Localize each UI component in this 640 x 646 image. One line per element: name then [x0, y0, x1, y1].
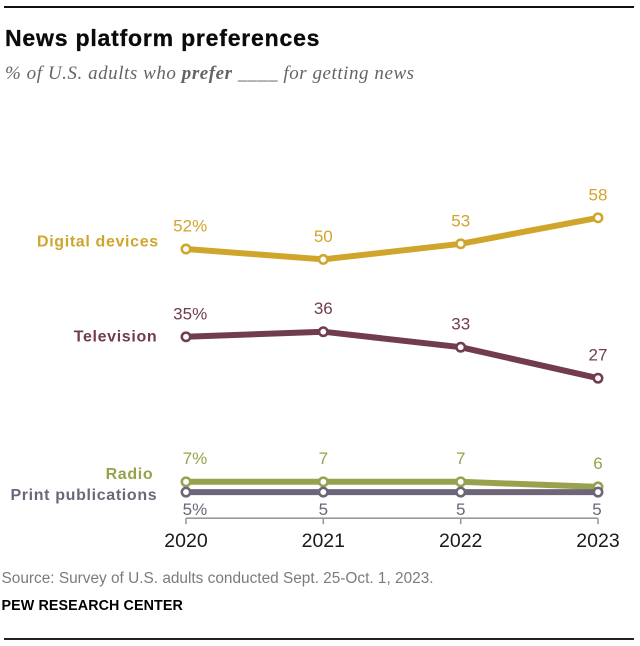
svg-text:Digital devices: Digital devices — [37, 234, 159, 251]
svg-text:36: 36 — [314, 299, 333, 318]
svg-text:2021: 2021 — [302, 530, 345, 552]
svg-text:7: 7 — [319, 449, 328, 468]
svg-text:Print publications: Print publications — [10, 487, 157, 504]
svg-text:7%: 7% — [183, 449, 208, 468]
svg-text:5: 5 — [592, 500, 601, 519]
svg-text:7: 7 — [456, 449, 465, 468]
svg-text:50: 50 — [314, 227, 333, 246]
svg-text:2023: 2023 — [576, 530, 619, 552]
svg-text:Television: Television — [74, 329, 158, 346]
svg-text:5: 5 — [319, 500, 328, 519]
svg-text:58: 58 — [589, 185, 608, 204]
svg-text:2022: 2022 — [439, 530, 482, 552]
svg-text:Radio: Radio — [106, 466, 154, 483]
svg-text:2020: 2020 — [164, 530, 208, 552]
svg-text:27: 27 — [589, 346, 608, 365]
svg-text:5%: 5% — [183, 500, 208, 519]
svg-text:5: 5 — [456, 500, 465, 519]
svg-text:35%: 35% — [173, 304, 207, 323]
svg-text:6: 6 — [593, 454, 602, 473]
svg-text:33: 33 — [451, 315, 470, 334]
svg-text:52%: 52% — [173, 217, 207, 236]
svg-text:53: 53 — [451, 211, 470, 230]
